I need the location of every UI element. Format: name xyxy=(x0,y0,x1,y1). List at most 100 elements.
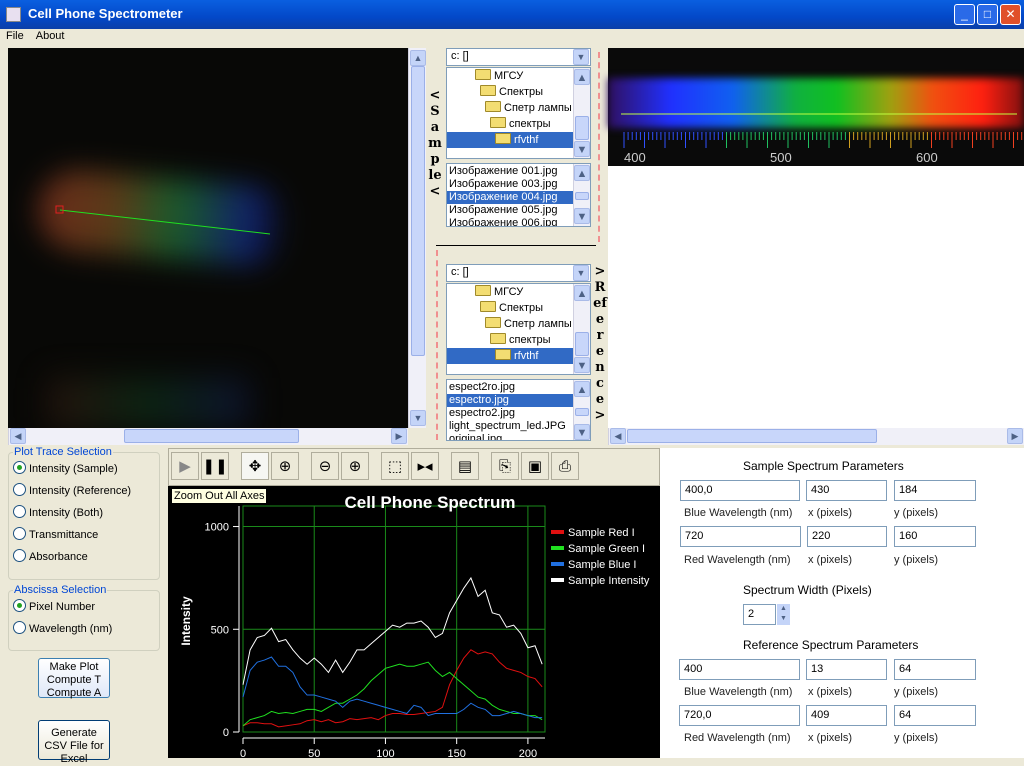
zoom-out-button[interactable]: ⊖ xyxy=(311,452,339,480)
tree-scrollbar[interactable]: ▲ ▼ xyxy=(573,68,590,158)
radio-button[interactable] xyxy=(13,621,26,634)
maximize-button[interactable]: □ xyxy=(977,4,998,25)
generate-csv-button[interactable]: Generate CSV File for Excel xyxy=(38,720,110,765)
folder-item[interactable]: МГСУ xyxy=(447,284,590,300)
drive-label: c: [] xyxy=(451,50,469,62)
x-tick-label: 0 xyxy=(240,748,246,758)
sample-file-list[interactable]: Изображение 001.jpg Изображение 003.jpg Из… xyxy=(446,163,591,227)
file-item[interactable]: original.jpg xyxy=(449,433,503,441)
series-line-3 xyxy=(242,576,543,685)
sample-red-wavelength-input[interactable]: 720 xyxy=(680,526,801,547)
folder-icon xyxy=(490,333,506,344)
file-item[interactable]: Изображение 006.jpg xyxy=(449,217,558,227)
tree-scrollbar[interactable]: ▲ ▼ xyxy=(573,284,590,374)
sample-red-y-input[interactable]: 160 xyxy=(894,526,976,547)
folder-item[interactable]: rfvthf xyxy=(447,348,590,364)
sample-folder-tree[interactable]: МГСУ Спектры Спетр лампы спектры rfvthf ▲ ▼ xyxy=(446,67,591,159)
file-item[interactable]: espectro2.jpg xyxy=(449,407,516,419)
label: x (pixels) xyxy=(808,554,853,566)
minimize-button[interactable]: _ xyxy=(954,4,975,25)
spectrum-width-stepper[interactable]: ▲ ▼ xyxy=(777,604,790,625)
properties-button[interactable]: ▤ xyxy=(451,452,479,480)
file-item[interactable]: Изображение 005.jpg xyxy=(449,204,558,216)
reference-image-panel[interactable]: 400 500 600 xyxy=(608,48,1024,428)
list-scrollbar[interactable]: ▲ ▼ xyxy=(573,380,590,440)
select-rect-button[interactable]: ⬚ xyxy=(381,452,409,480)
sample-drive-select[interactable]: c: [] ▼ xyxy=(446,48,591,66)
radio-option[interactable]: Transmittance xyxy=(13,524,155,546)
reference-label: >Reference> xyxy=(593,264,607,423)
radio-option[interactable]: Intensity (Reference) xyxy=(13,480,155,502)
sample-image[interactable] xyxy=(8,48,408,428)
folder-item[interactable]: Спектры xyxy=(447,84,590,100)
reference-file-list[interactable]: espect2ro.jpg espectro.jpg espectro2.jpg li… xyxy=(446,379,591,441)
reference-blue-y-input[interactable]: 64 xyxy=(894,659,976,680)
y-tick-label: 1000 xyxy=(205,522,229,534)
radio-option[interactable]: Wavelength (nm) xyxy=(13,618,155,640)
sample-image-vscroll[interactable]: ▲ ▼ xyxy=(408,48,426,428)
radio-button[interactable] xyxy=(13,599,26,612)
file-item[interactable]: espectro.jpg xyxy=(447,394,590,407)
folder-item[interactable]: Спектры xyxy=(447,300,590,316)
print-button[interactable]: ⎙ xyxy=(551,452,579,480)
folder-item[interactable]: Спетр лампы xyxy=(447,316,590,332)
play-button[interactable]: ▶ xyxy=(171,452,199,480)
divider xyxy=(436,250,438,440)
close-button[interactable]: ✕ xyxy=(1000,4,1021,25)
reference-folder-tree[interactable]: МГСУ Спектры Спетр лампы спектры rfvthf ▲ ▼ xyxy=(446,283,591,375)
file-item[interactable]: Изображение 004.jpg xyxy=(447,191,590,204)
reference-red-x-input[interactable]: 409 xyxy=(806,705,887,726)
folder-icon xyxy=(495,133,511,144)
radio-button[interactable] xyxy=(13,527,26,540)
reference-red-wavelength-input[interactable]: 720,0 xyxy=(679,705,800,726)
pause-button[interactable]: ❚❚ xyxy=(201,452,229,480)
make-plot-button[interactable]: Make Plot Compute T Compute A xyxy=(38,658,110,699)
spectrum-width-input[interactable]: 2 xyxy=(743,604,776,625)
radio-button[interactable] xyxy=(13,549,26,562)
copy-button[interactable]: ⎘ xyxy=(491,452,519,480)
file-item[interactable]: espect2ro.jpg xyxy=(449,381,516,393)
folder-item[interactable]: rfvthf xyxy=(447,132,590,148)
radio-button[interactable] xyxy=(13,461,26,474)
radio-button[interactable] xyxy=(13,505,26,518)
file-item[interactable]: light_spectrum_led.JPG xyxy=(449,420,566,432)
red-marker[interactable] xyxy=(55,205,64,214)
folder-item[interactable]: спектры xyxy=(447,116,590,132)
sample-trace-line[interactable] xyxy=(59,209,271,235)
reference-drive-select[interactable]: c: [] ▼ xyxy=(446,264,591,282)
folder-icon xyxy=(490,117,506,128)
sample-blue-wavelength-input[interactable]: 400,0 xyxy=(680,480,800,501)
folder-icon xyxy=(485,317,501,328)
menu-file[interactable]: File xyxy=(6,30,24,42)
reference-image-hscroll[interactable]: ◀ ▶ xyxy=(608,428,1024,445)
folder-item[interactable]: Спетр лампы xyxy=(447,100,590,116)
reference-blue-wavelength-input[interactable]: 400 xyxy=(679,659,800,680)
zoom-box-button[interactable]: ⊕ xyxy=(271,452,299,480)
radio-option[interactable]: Intensity (Both) xyxy=(13,502,155,524)
radio-option[interactable]: Absorbance xyxy=(13,546,155,568)
folder-item[interactable]: МГСУ xyxy=(447,68,590,84)
select-rect-icon: ⬚ xyxy=(387,457,403,475)
reference-red-y-input[interactable]: 64 xyxy=(894,705,976,726)
list-scrollbar[interactable]: ▲ ▼ xyxy=(573,164,590,226)
sample-image-hscroll[interactable]: ◀ ▶ xyxy=(8,428,408,445)
file-item[interactable]: Изображение 003.jpg xyxy=(449,178,558,190)
zoom-in-button[interactable]: ⊕ xyxy=(341,452,369,480)
sample-red-x-input[interactable]: 220 xyxy=(807,526,887,547)
sample-blue-y-input[interactable]: 184 xyxy=(894,480,976,501)
radio-option[interactable]: Intensity (Sample) xyxy=(13,458,155,480)
label: Blue Wavelength (nm) xyxy=(684,507,793,519)
save-button[interactable]: ▣ xyxy=(521,452,549,480)
pan-button[interactable]: ✥ xyxy=(241,452,269,480)
sample-blue-x-input[interactable]: 430 xyxy=(806,480,887,501)
radio-button[interactable] xyxy=(13,483,26,496)
folder-label: Спектры xyxy=(499,86,544,98)
folder-item[interactable]: спектры xyxy=(447,332,590,348)
cursor-button[interactable]: ▸◂ xyxy=(411,452,439,480)
label: x (pixels) xyxy=(808,507,853,519)
reference-blue-x-input[interactable]: 13 xyxy=(806,659,887,680)
file-item[interactable]: Изображение 001.jpg xyxy=(449,165,558,177)
menu-about[interactable]: About xyxy=(35,30,65,42)
divider xyxy=(598,52,600,242)
radio-option[interactable]: Pixel Number xyxy=(13,596,155,618)
